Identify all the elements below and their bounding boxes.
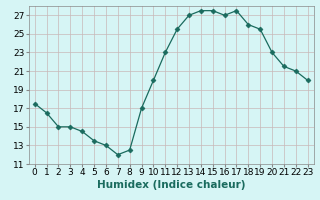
- X-axis label: Humidex (Indice chaleur): Humidex (Indice chaleur): [97, 180, 245, 190]
